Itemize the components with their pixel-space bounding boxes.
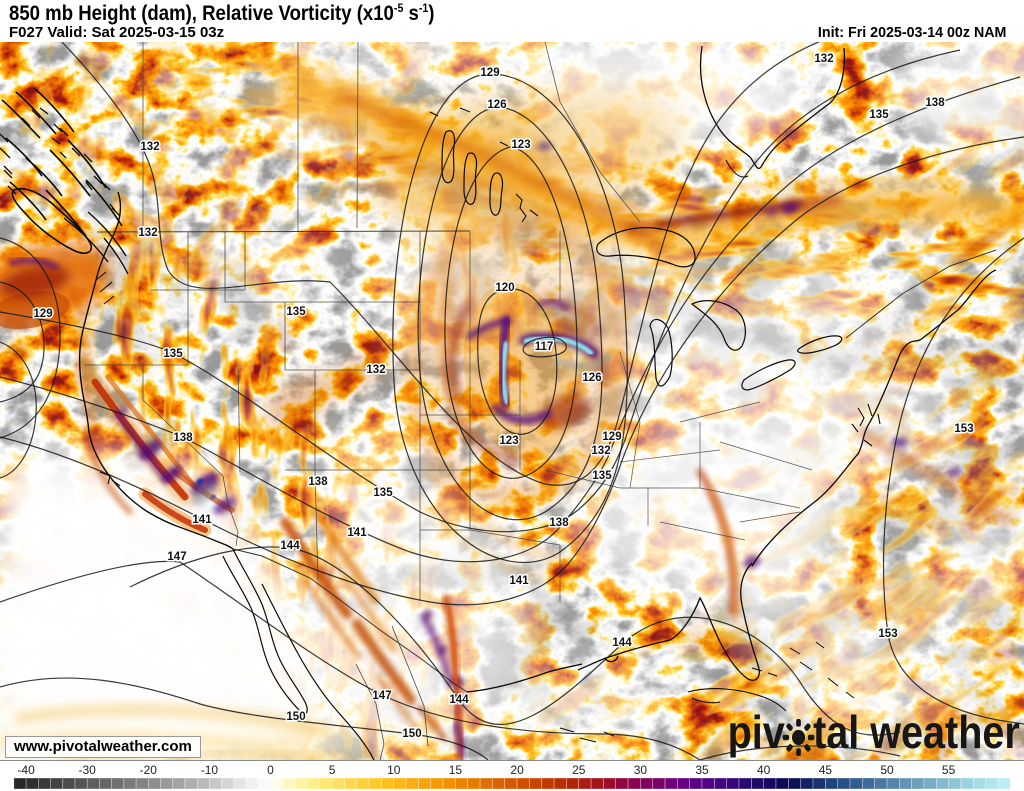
svg-text:129: 129 <box>33 308 52 320</box>
svg-text:141: 141 <box>192 514 212 526</box>
svg-text:150: 150 <box>402 728 421 740</box>
svg-text:141: 141 <box>509 575 529 587</box>
svg-text:138: 138 <box>308 476 328 488</box>
svg-text:132: 132 <box>591 445 610 457</box>
svg-text:132: 132 <box>140 141 159 153</box>
svg-text:123: 123 <box>511 139 530 151</box>
svg-text:126: 126 <box>487 99 506 111</box>
svg-text:144: 144 <box>449 694 469 706</box>
svg-text:129: 129 <box>480 67 499 79</box>
svg-text:153: 153 <box>954 423 973 435</box>
svg-text:129: 129 <box>602 431 621 443</box>
svg-text:126: 126 <box>582 372 601 384</box>
svg-text:144: 144 <box>280 540 300 552</box>
svg-text:153: 153 <box>878 628 897 640</box>
svg-text:132: 132 <box>366 364 385 376</box>
svg-text:117: 117 <box>535 341 554 353</box>
svg-text:135: 135 <box>286 306 306 318</box>
svg-text:138: 138 <box>173 432 193 444</box>
svg-text:120: 120 <box>495 282 514 294</box>
svg-text:135: 135 <box>592 470 612 482</box>
svg-text:135: 135 <box>163 348 183 360</box>
svg-text:132: 132 <box>138 227 157 239</box>
svg-text:135: 135 <box>869 109 889 121</box>
svg-text:123: 123 <box>499 435 518 447</box>
svg-text:138: 138 <box>549 517 569 529</box>
svg-text:141: 141 <box>347 527 367 539</box>
svg-text:135: 135 <box>373 487 393 499</box>
svg-text:144: 144 <box>612 637 632 649</box>
svg-text:147: 147 <box>167 551 186 563</box>
svg-text:132: 132 <box>814 53 833 65</box>
svg-text:147: 147 <box>372 690 391 702</box>
svg-text:150: 150 <box>286 711 305 723</box>
svg-text:138: 138 <box>925 97 945 109</box>
